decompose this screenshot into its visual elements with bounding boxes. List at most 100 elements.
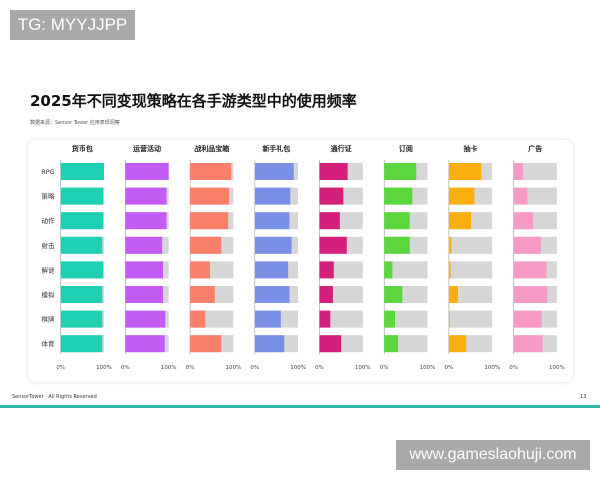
tick-label: 0% xyxy=(445,365,454,371)
bar xyxy=(319,236,347,254)
bar xyxy=(254,163,294,180)
bar xyxy=(448,261,451,279)
panel-header: 新手礼包 xyxy=(262,144,290,153)
bar xyxy=(125,187,167,205)
chart-source: 数据来源：Sensor Tower 应用表现洞察 xyxy=(30,120,120,126)
bar xyxy=(190,261,211,279)
bar xyxy=(190,163,232,180)
footer-divider xyxy=(0,405,600,408)
tick-label: 100% xyxy=(226,365,242,371)
tick-label: 0% xyxy=(121,365,130,371)
page-number: 13 xyxy=(580,394,587,400)
tick-label: 100% xyxy=(96,365,112,371)
tick-label: 100% xyxy=(290,365,306,371)
bar xyxy=(384,236,410,254)
panel-header: 广告 xyxy=(528,144,542,153)
panel-header: 运营活动 xyxy=(133,144,161,153)
bar xyxy=(60,212,104,230)
bar xyxy=(384,212,410,230)
chart-title: 2025年不同变现策略在各手游类型中的使用频率 xyxy=(30,92,357,110)
row-label: 动作 xyxy=(42,216,56,225)
bar-track xyxy=(513,163,557,180)
watermark-bottom-right: www.gameslaohuji.com xyxy=(396,440,590,470)
bar xyxy=(384,286,403,303)
bar xyxy=(384,310,396,328)
bar xyxy=(125,212,167,230)
bar xyxy=(254,335,285,353)
tick-label: 100% xyxy=(420,365,436,371)
panel-header: 抽卡 xyxy=(464,144,478,153)
bar xyxy=(319,212,340,230)
bar xyxy=(60,335,103,353)
bar xyxy=(60,236,103,254)
bar xyxy=(513,236,541,254)
bar xyxy=(254,261,289,279)
tick-label: 0% xyxy=(56,365,65,371)
bar xyxy=(190,187,230,205)
bar xyxy=(60,163,104,180)
bar xyxy=(190,335,222,353)
bar xyxy=(448,310,450,328)
tick-label: 100% xyxy=(484,365,500,371)
bar xyxy=(319,310,331,328)
tick-label: 0% xyxy=(250,365,259,371)
row-label: 棋牌 xyxy=(42,315,56,324)
bar xyxy=(384,335,399,353)
footer-brand: SensorTower · All Rights Reserved xyxy=(12,394,97,400)
bar xyxy=(384,261,393,279)
bar xyxy=(254,286,290,303)
bar xyxy=(254,187,291,205)
row-label: RPG xyxy=(41,168,54,176)
bar xyxy=(513,261,547,279)
bar-track xyxy=(448,286,493,303)
bar xyxy=(319,335,342,353)
panel-header: 货币包 xyxy=(71,144,93,153)
bar xyxy=(125,236,163,254)
bar xyxy=(125,310,166,328)
bar xyxy=(319,187,344,205)
bar xyxy=(125,163,169,180)
bar xyxy=(448,187,475,205)
bar xyxy=(60,187,104,205)
bar xyxy=(513,187,528,205)
bar xyxy=(60,261,104,279)
tick-label: 0% xyxy=(380,365,389,371)
row-label: 体育 xyxy=(42,339,56,348)
bar-track xyxy=(448,261,493,279)
bar xyxy=(190,286,215,303)
bar xyxy=(319,261,334,279)
bar xyxy=(319,286,333,303)
bar-track xyxy=(448,236,493,254)
bar-track xyxy=(448,310,493,328)
bar xyxy=(319,163,348,180)
row-label: 模拟 xyxy=(42,290,56,299)
bar xyxy=(254,236,292,254)
bar xyxy=(125,286,164,303)
bar xyxy=(60,286,103,303)
bar xyxy=(513,163,524,180)
bar xyxy=(513,335,543,353)
bar xyxy=(190,212,229,230)
tick-label: 0% xyxy=(315,365,324,371)
tick-label: 0% xyxy=(186,365,195,371)
bar xyxy=(448,286,458,303)
row-label: 解谜 xyxy=(42,265,56,274)
panel-header: 通行证 xyxy=(331,144,352,153)
row-label: 策略 xyxy=(42,192,56,201)
bar xyxy=(254,310,281,328)
bar xyxy=(125,335,165,353)
bar-track xyxy=(384,261,428,279)
bar xyxy=(254,212,290,230)
bar xyxy=(190,310,206,328)
bar xyxy=(448,163,482,180)
tick-label: 100% xyxy=(355,365,371,371)
bar xyxy=(448,335,467,353)
panel-header: 战利品宝箱 xyxy=(194,144,229,153)
watermark-top-left: TG: MYYJJPP xyxy=(10,10,135,40)
bar xyxy=(384,163,417,180)
panel-header: 订阅 xyxy=(399,144,413,153)
bar xyxy=(513,286,548,303)
bar xyxy=(60,310,103,328)
bar xyxy=(190,236,222,254)
